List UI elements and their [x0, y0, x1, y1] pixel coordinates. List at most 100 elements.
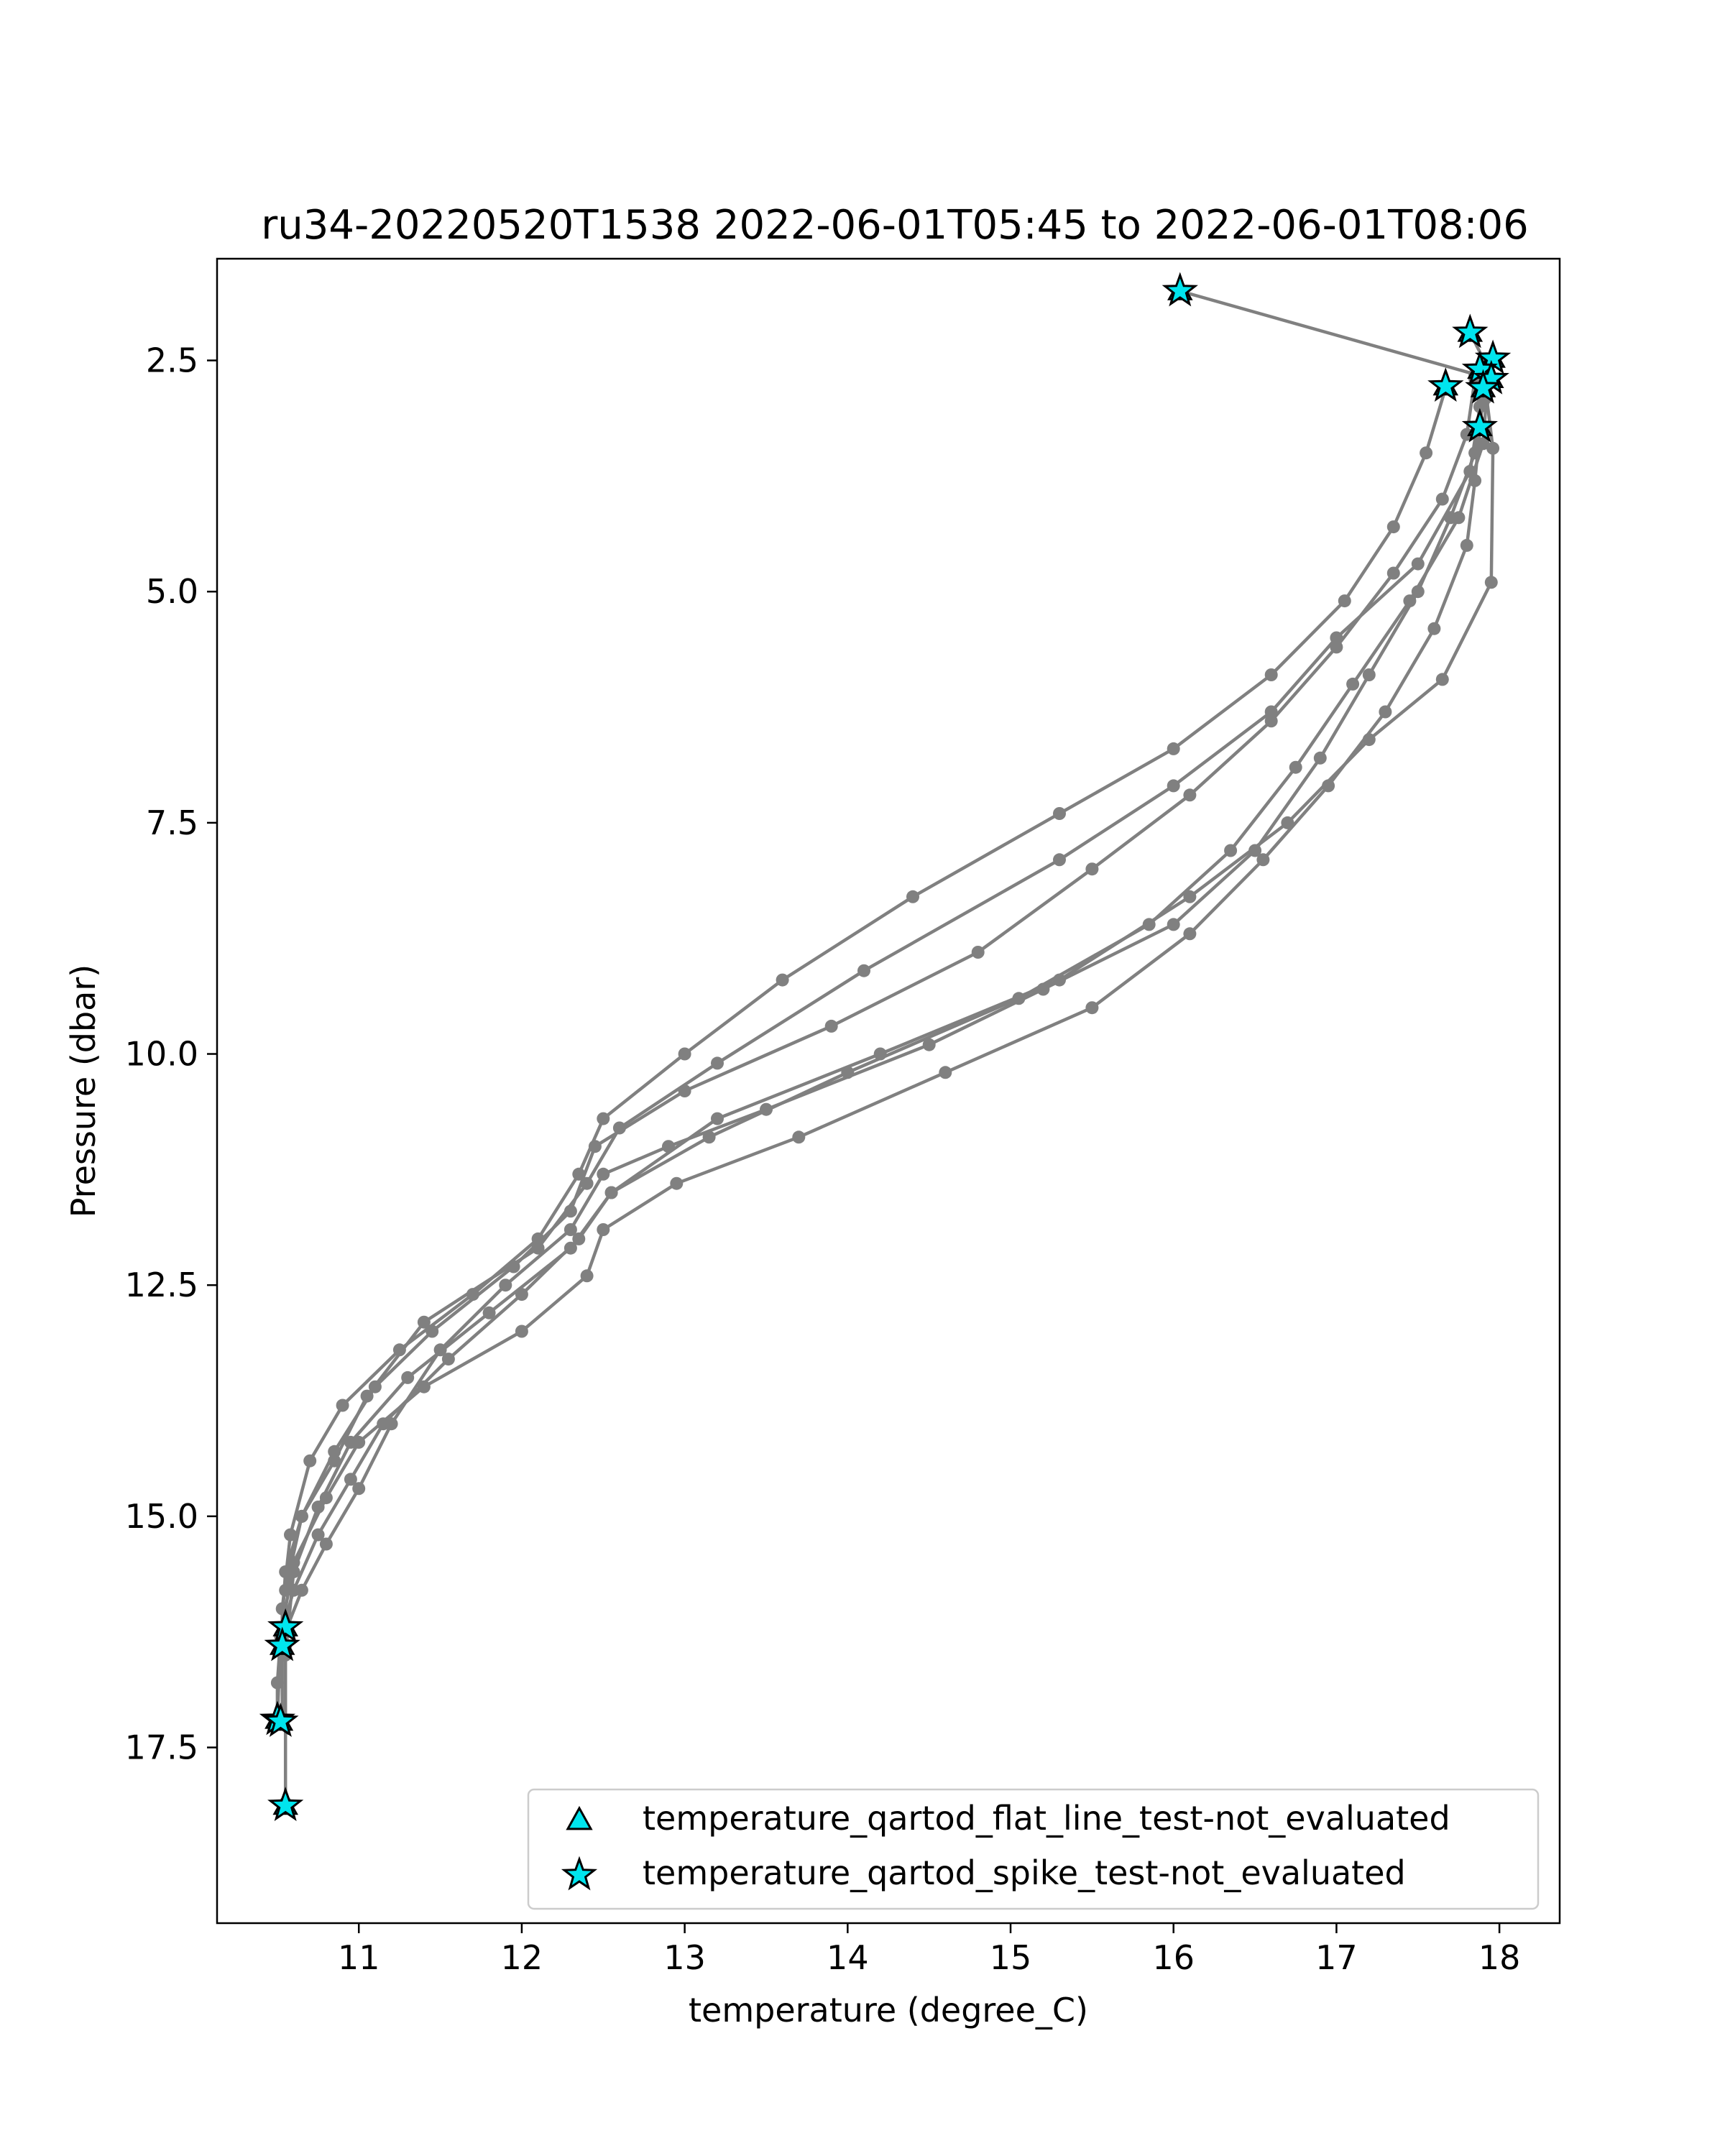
profile-point: [1167, 918, 1180, 931]
profile-point: [328, 1445, 341, 1458]
profile-point: [1248, 844, 1262, 857]
x-axis: 11 12 13 14 15 16 17 18: [338, 1923, 1520, 1977]
y-tick-label: 2.5: [146, 341, 198, 380]
profile-point: [1183, 927, 1197, 941]
spike-flag-marker: [1465, 369, 1501, 404]
profile-point: [1183, 788, 1197, 802]
x-tick-label: 15: [990, 1938, 1032, 1977]
profile-point: [531, 1232, 545, 1245]
profile-point: [1452, 511, 1466, 525]
profile-point: [702, 1130, 716, 1144]
plot-area: [259, 272, 1512, 1822]
legend-box: [527, 1788, 1540, 1910]
y-tick-label: 17.5: [125, 1728, 198, 1767]
profile-point: [1330, 640, 1343, 654]
profile-point: [678, 1084, 691, 1097]
x-tick-label: 17: [1315, 1938, 1358, 1977]
profile-point: [368, 1380, 382, 1393]
profile-point: [597, 1223, 610, 1236]
profile-line-4: [280, 387, 1448, 1720]
profile-point: [1053, 853, 1066, 867]
y-tick-label: 10.0: [125, 1035, 198, 1074]
profile-point: [482, 1306, 496, 1319]
profile-point: [597, 1167, 610, 1181]
profile-point: [564, 1241, 577, 1255]
x-tick-label: 14: [827, 1938, 869, 1977]
profile-point: [1167, 742, 1180, 755]
profile-point: [824, 1019, 838, 1033]
profile-point: [1224, 844, 1238, 857]
profile-point: [417, 1315, 431, 1329]
y-tick-label: 12.5: [125, 1266, 198, 1304]
profile-point: [1435, 673, 1449, 686]
x-axis-label: temperature (degree_C): [689, 1991, 1088, 2030]
x-tick-label: 12: [501, 1938, 543, 1977]
profile-point: [295, 1509, 308, 1523]
profile-point: [792, 1130, 806, 1144]
profile-point: [441, 1353, 455, 1366]
legend-triangle-shape: [566, 1805, 593, 1830]
spike-flag-marker: [264, 1626, 300, 1662]
spike-flag-marker: [1427, 367, 1464, 402]
profile-point: [426, 1325, 439, 1338]
profile-point: [564, 1204, 577, 1218]
profile-point: [922, 1038, 936, 1051]
profile-point: [499, 1279, 512, 1292]
profile-point: [507, 1260, 520, 1273]
axes-frame: [216, 257, 1561, 1925]
profile-point: [1167, 779, 1180, 793]
profile-point: [1264, 668, 1278, 681]
spike-flag-marker: [267, 1608, 304, 1643]
x-tick-label: 16: [1152, 1938, 1195, 1977]
profile-point: [776, 973, 789, 987]
profile-point: [1362, 668, 1376, 681]
profile-point: [857, 964, 870, 977]
profile-point: [1386, 520, 1400, 534]
y-axis-label: Pressure (dbar): [64, 964, 103, 1217]
legend-label-flat-line: temperature_qartod_flat_line_test-not_ev…: [643, 1799, 1450, 1838]
profile-point: [670, 1176, 684, 1190]
chart-title: ru34-20220520T1538 2022-06-01T05:45 to 2…: [261, 202, 1528, 249]
y-tick-label: 15.0: [125, 1497, 198, 1536]
profile-point: [580, 1269, 594, 1283]
x-tick-label: 13: [663, 1938, 706, 1977]
profile-point: [971, 946, 985, 959]
profile-point: [1346, 677, 1360, 691]
profile-point: [1256, 853, 1270, 867]
profile-point: [597, 1112, 610, 1125]
profile-point: [1484, 576, 1498, 589]
profile-point: [1420, 446, 1433, 460]
spike-flag-marker: [267, 1787, 304, 1822]
profile-point: [1053, 973, 1066, 987]
profile-point: [1486, 441, 1500, 455]
spike-flag-marker: [1452, 313, 1489, 349]
profile-point: [588, 1140, 602, 1153]
profile-point: [417, 1380, 431, 1393]
profile-point: [678, 1047, 691, 1061]
profile-point: [344, 1435, 357, 1449]
profile-point: [1264, 714, 1278, 728]
profile-point: [1313, 751, 1327, 765]
spike-flag-marker: [262, 1703, 299, 1737]
spike-flag-marker: [1162, 272, 1198, 307]
profile-point: [873, 1047, 887, 1061]
x-tick-label: 18: [1478, 1938, 1521, 1977]
legend-label-spike: temperature_qartod_spike_test-not_evalua…: [643, 1853, 1406, 1892]
profile-point: [711, 1056, 724, 1070]
legend-triangle-marker: [566, 1805, 593, 1830]
profile-point: [1379, 705, 1392, 719]
profile-point: [1403, 594, 1417, 608]
profile-point: [1053, 807, 1066, 820]
y-tick-label: 7.5: [146, 803, 198, 842]
profile-point: [279, 1583, 293, 1597]
profile-point: [336, 1399, 349, 1412]
profile-point: [1281, 816, 1294, 829]
legend: temperature_qartod_flat_line_test-not_ev…: [527, 1788, 1540, 1910]
profile-point: [284, 1528, 297, 1542]
profile-point: [401, 1370, 415, 1384]
x-tick-label: 11: [338, 1938, 380, 1977]
profile-point: [604, 1186, 618, 1199]
profile-point: [1386, 566, 1400, 580]
profile-point: [344, 1473, 357, 1486]
profile-point: [1427, 622, 1441, 635]
